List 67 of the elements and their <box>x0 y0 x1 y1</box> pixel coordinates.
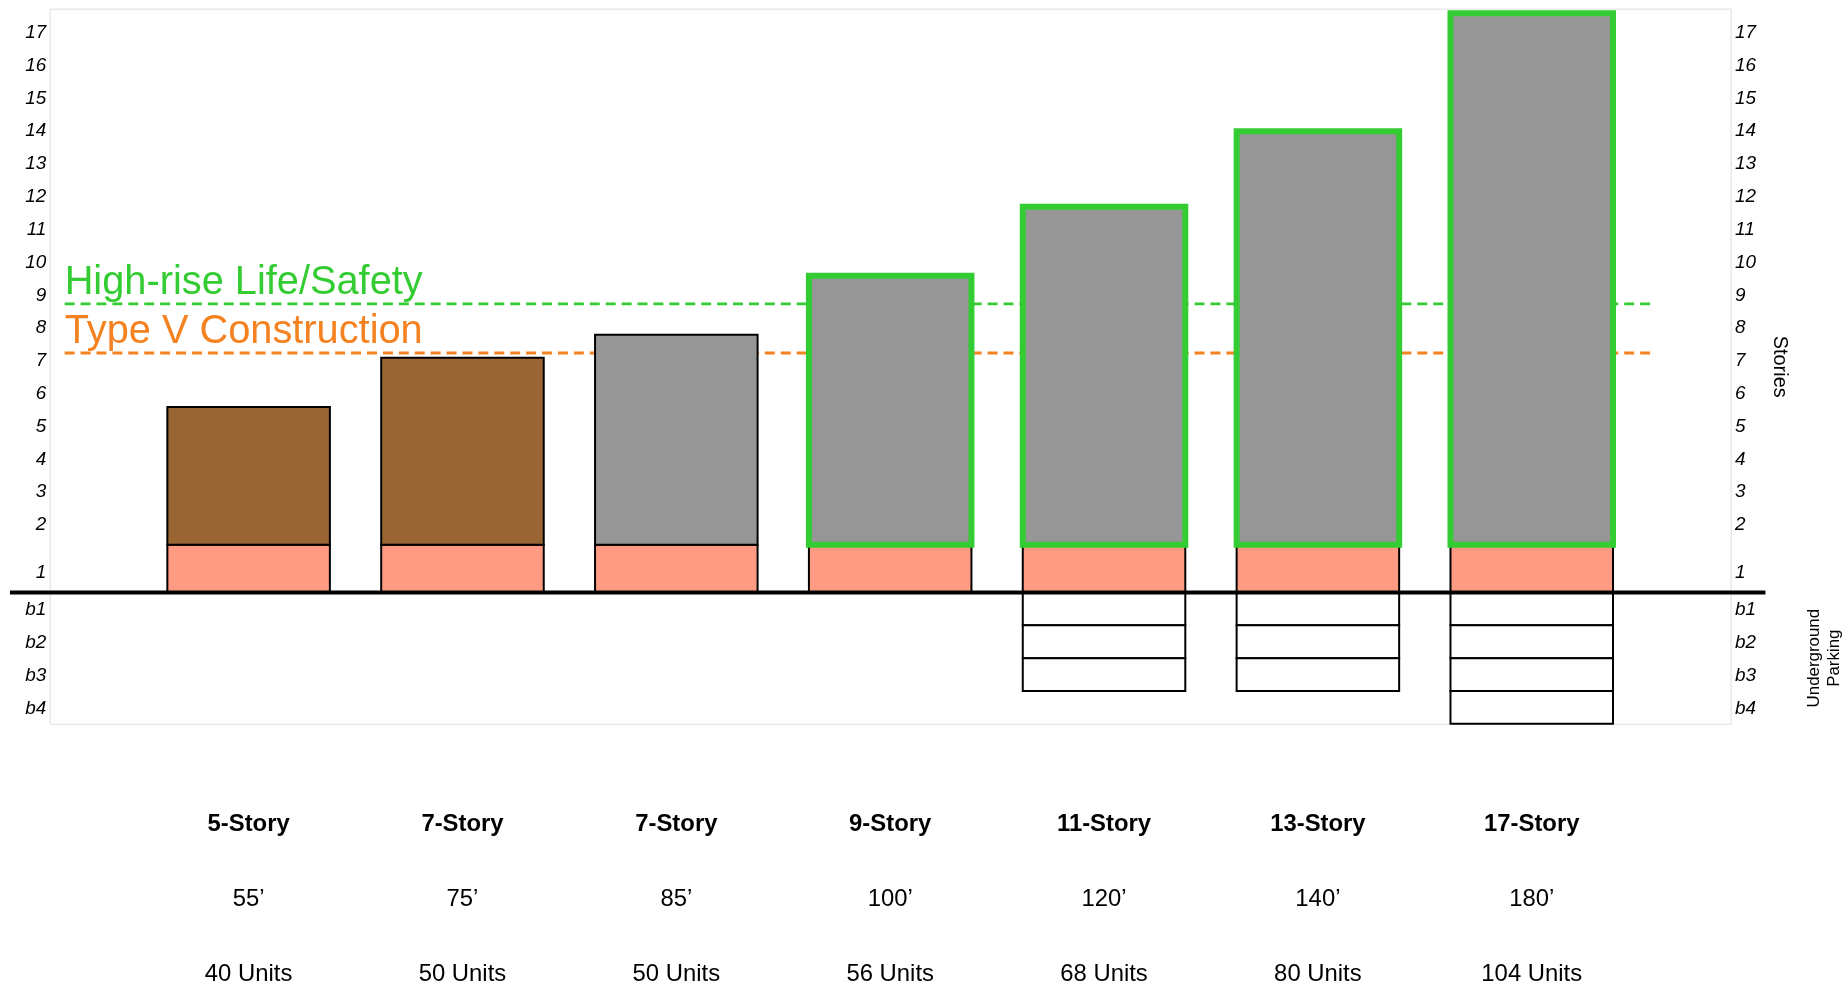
text: 180’ <box>1509 883 1555 911</box>
y2-tick-label: 14 <box>1735 119 1757 141</box>
text: 100’ <box>867 883 913 911</box>
y2-tick-label: 2 <box>1734 513 1747 535</box>
y2-tick-label: 1 <box>1735 560 1746 582</box>
y-tick-label: 1 <box>35 560 47 582</box>
y-tick-label: 7 <box>35 349 48 371</box>
x-tick-label: 13-Story <box>1270 808 1367 836</box>
y-tick-label: b4 <box>25 696 47 718</box>
text: 68 Units <box>1060 959 1148 987</box>
y-tick-label: 15 <box>25 86 47 108</box>
text: 55’ <box>232 883 265 911</box>
y2-tick-label: 7 <box>1735 349 1748 371</box>
y2-tick-label: 3 <box>1735 480 1747 502</box>
text: 80 Units <box>1274 959 1362 987</box>
y2-tick-label: 16 <box>1735 53 1757 75</box>
x-tick-label: 9-Story <box>849 808 933 836</box>
ref-line-label: Type V Construction <box>64 307 423 352</box>
y-tick-label: 14 <box>25 119 47 141</box>
y2-tick-label: b1 <box>1735 598 1757 620</box>
y2-tick-label: 9 <box>1735 283 1747 305</box>
text: 85’ <box>660 883 693 911</box>
y-tick-label: 8 <box>35 316 47 338</box>
y2-tick-label: b4 <box>1735 696 1757 718</box>
y2-tick-label: 4 <box>1735 447 1746 469</box>
text: 75’ <box>446 883 479 911</box>
y-tick-label: 12 <box>25 185 47 207</box>
x-tick-label: 11-Story <box>1056 808 1152 836</box>
x-tick-label: 7-Story <box>635 808 719 836</box>
y-tick-label: 13 <box>25 152 47 174</box>
y2-tick-label: 15 <box>1735 86 1757 108</box>
y2-tick-label: 8 <box>1735 316 1747 338</box>
y-tick-label: b2 <box>25 631 47 653</box>
y-tick-label: 4 <box>35 447 47 469</box>
y-tick-label: 6 <box>35 381 47 403</box>
y2-tick-label: 5 <box>1735 414 1747 436</box>
y2-tick-label: b3 <box>1735 664 1757 686</box>
y2-tick-label: 11 <box>1735 217 1755 239</box>
y-tick-label: 16 <box>25 53 47 75</box>
x-tick-label: 17-Story <box>1484 808 1581 836</box>
y2-tick-label: 17 <box>1735 21 1758 43</box>
text: 50 Units <box>418 959 507 987</box>
y-tick-label: b1 <box>25 598 47 620</box>
y-tick-label: 2 <box>34 513 47 535</box>
text: 50 Units <box>632 959 721 987</box>
x-tick-label: 5-Story <box>207 808 291 836</box>
y-tick-label: 10 <box>25 250 47 272</box>
y-tick-label: 3 <box>35 480 47 502</box>
text: 40 Units <box>204 959 293 987</box>
y2-tick-label: 12 <box>1735 185 1757 207</box>
text: 140’ <box>1295 883 1341 911</box>
y-tick-label: 17 <box>25 21 48 43</box>
text: 104 Units <box>1481 959 1583 987</box>
x-tick-label: 7-Story <box>421 808 505 836</box>
text: Underground Parking <box>1804 608 1844 708</box>
y-tick-label: 9 <box>35 283 47 305</box>
y-tick-label: 5 <box>35 414 47 436</box>
y2-tick-label: b2 <box>1735 631 1757 653</box>
y2-axis-title: Stories <box>1770 335 1793 398</box>
y-tick-label: 11 <box>26 217 47 239</box>
y-tick-label: b3 <box>25 664 47 686</box>
text: 120’ <box>1081 883 1127 911</box>
y2-tick-label: 10 <box>1735 250 1757 272</box>
y2-tick-label: 13 <box>1735 152 1757 174</box>
text: 56 Units <box>846 959 935 987</box>
ref-line-label: High-rise Life/Safety <box>64 257 423 302</box>
y2-tick-label: 6 <box>1735 381 1747 403</box>
